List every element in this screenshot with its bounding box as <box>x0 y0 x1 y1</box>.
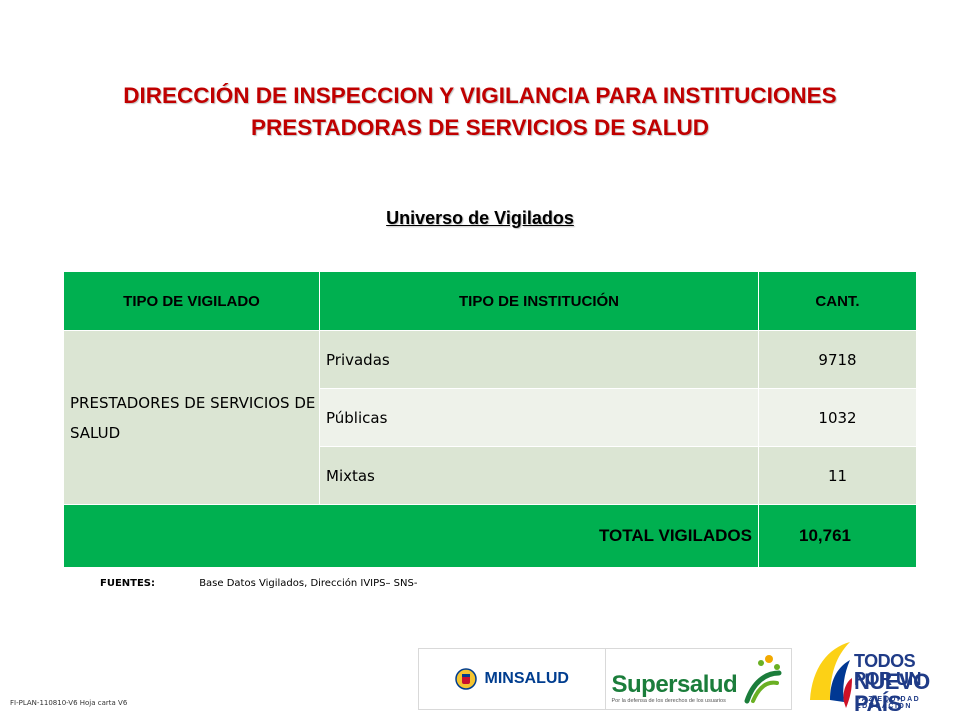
page-title-line-2: PRESTADORAS DE SERVICIOS DE SALUD <box>251 115 709 140</box>
institution-type-cell: Públicas <box>319 388 759 447</box>
institution-type-cell: Privadas <box>319 330 759 389</box>
page-title-line-1: DIRECCIÓN DE INSPECCION Y VIGILANCIA PAR… <box>123 83 837 108</box>
table-header-row: TIPO DE VIGILADO TIPO DE INSTITUCIÓN CAN… <box>63 271 917 331</box>
count-cell: 1032 <box>758 388 917 447</box>
count-cell: 11 <box>758 446 917 505</box>
institution-type-cell: Mixtas <box>319 446 759 505</box>
minsalud-logo: MINSALUD <box>419 649 606 709</box>
page-title: DIRECCIÓN DE INSPECCION Y VIGILANCIA PAR… <box>0 80 960 144</box>
supersalud-logo: Supersalud Por la defensa de los derecho… <box>606 649 792 709</box>
total-value: 10,761 <box>758 504 917 568</box>
header-cantidad: CANT. <box>758 271 917 331</box>
tpn-line-1: TODOS POR UN <box>854 651 922 689</box>
total-row: TOTAL VIGILADOS 10,761 <box>63 504 917 568</box>
sources-label: FUENTES: <box>100 578 156 589</box>
tpn-line-2: NUEVO PAÍS <box>854 669 930 716</box>
supersalud-tagline: Por la defensa de los derechos de los us… <box>611 698 726 704</box>
table-row: Públicas 1032 <box>64 388 917 447</box>
sources-note: FUENTES: Base Datos Vigilados, Dirección… <box>100 578 417 589</box>
partner-logos: MINSALUD Supersalud Por la defensa de lo… <box>418 648 792 710</box>
supersalud-figure-icon <box>744 655 782 704</box>
sources-text: Base Datos Vigilados, Dirección IVIPS– S… <box>199 578 418 589</box>
header-tipo-institucion: TIPO DE INSTITUCIÓN <box>319 271 759 331</box>
table-row: PRESTADORES DE SERVICIOS DE SALUD Privad… <box>63 330 917 505</box>
document-code: FI-PLAN-110810-V6 Hoja carta V6 <box>10 699 128 707</box>
minsalud-text: MINSALUD <box>484 670 569 687</box>
header-tipo-vigilado: TIPO DE VIGILADO <box>63 271 320 331</box>
total-label: TOTAL VIGILADOS <box>63 504 759 568</box>
tpn-line-3: PAZ EQUIDAD EDUCACIÓN <box>856 696 921 710</box>
colombia-flag-swoosh-icon <box>810 642 852 708</box>
count-cell: 9718 <box>758 330 917 389</box>
supersalud-text: Supersalud <box>611 671 738 698</box>
todos-por-un-nuevo-pais-logo: TODOS POR UN NUEVO PAÍS PAZ EQUIDAD EDUC… <box>806 638 954 716</box>
colombia-crest-icon <box>454 668 477 690</box>
section-subtitle: Universo de Vigilados <box>386 208 574 228</box>
vigilados-table: TIPO DE VIGILADO TIPO DE INSTITUCIÓN CAN… <box>63 271 917 568</box>
group-cell: PRESTADORES DE SERVICIOS DE SALUD <box>63 330 320 505</box>
